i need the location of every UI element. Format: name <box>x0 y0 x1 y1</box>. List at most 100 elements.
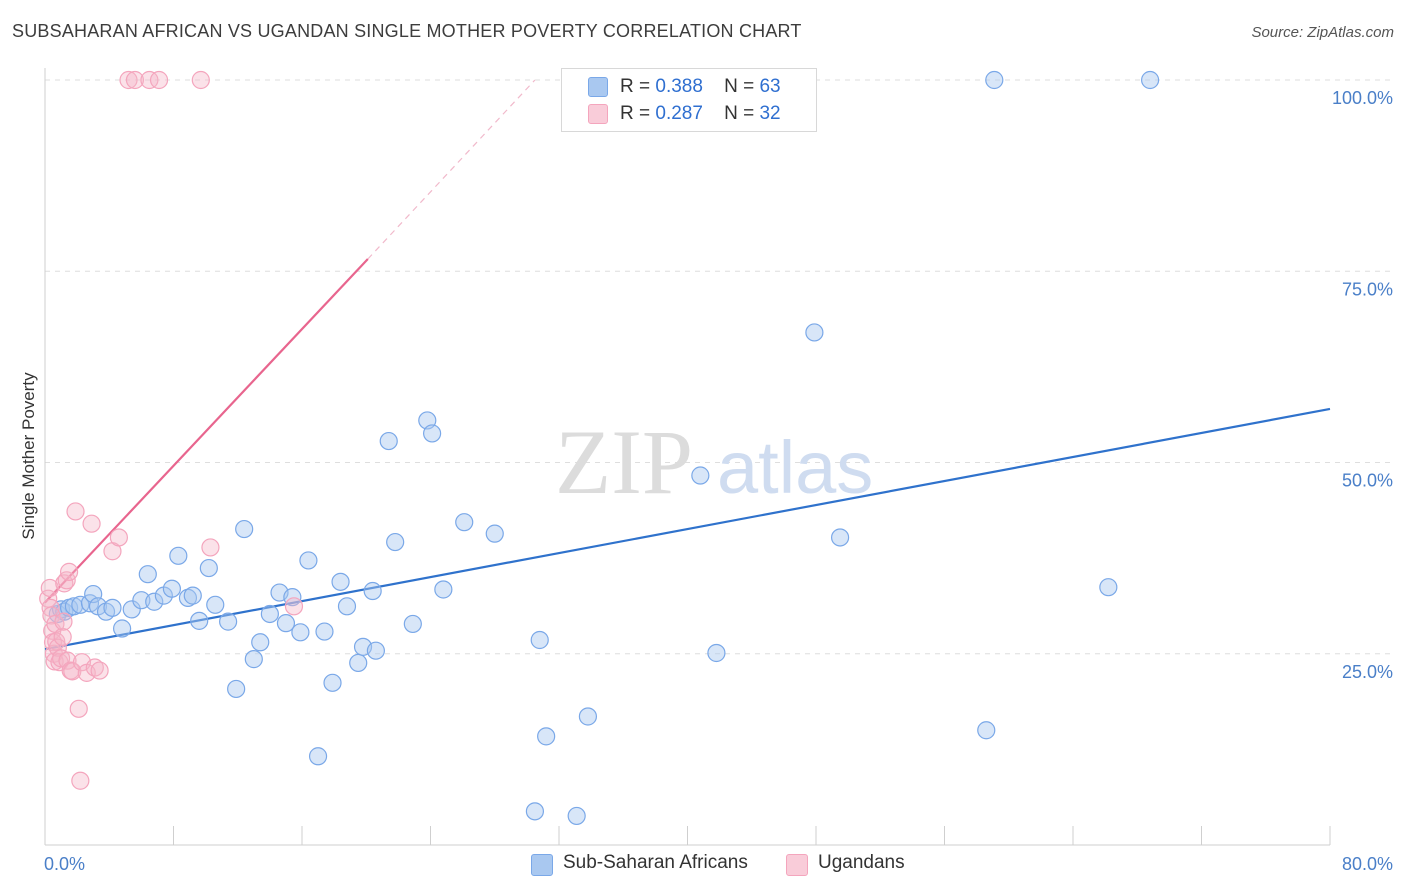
legend-r-value-pink: 0.287 <box>655 103 703 124</box>
point-sub-saharan-africans <box>169 546 188 565</box>
point-ugandans <box>55 574 74 593</box>
legend-r-label: R = <box>620 103 651 124</box>
point-sub-saharan-africans <box>299 551 318 570</box>
point-sub-saharan-africans <box>434 580 453 599</box>
chart-title: SUBSAHARAN AFRICAN VS UGANDAN SINGLE MOT… <box>12 21 802 41</box>
point-sub-saharan-africans <box>525 802 545 821</box>
point-sub-saharan-africans <box>276 614 296 633</box>
point-sub-saharan-africans <box>308 747 328 766</box>
source-label: Source: ZipAtlas.com <box>1251 24 1394 41</box>
legend-swatch-blue <box>588 77 608 97</box>
trendline-ugandans <box>44 258 369 604</box>
point-sub-saharan-africans <box>138 565 157 584</box>
point-sub-saharan-africans <box>190 611 209 630</box>
point-sub-saharan-africans <box>363 581 382 601</box>
axes <box>44 68 1331 846</box>
point-sub-saharan-africans <box>1099 578 1118 597</box>
point-sub-saharan-africans <box>691 466 710 485</box>
tick-labels: 25.0% 50.0% 75.0% 100.0% 0.0% 80.0% <box>44 88 1393 874</box>
point-sub-saharan-africans <box>260 604 279 624</box>
legend-n-label: N = <box>724 103 755 124</box>
point-sub-saharan-africans <box>537 727 556 746</box>
point-ugandans <box>54 612 73 631</box>
point-sub-saharan-africans <box>830 528 850 547</box>
point-ugandans <box>53 627 72 647</box>
point-ugandans <box>48 638 67 657</box>
point-ugandans <box>47 632 66 651</box>
bottom-legend-swatch-pink <box>786 854 808 876</box>
point-sub-saharan-africans <box>707 643 726 663</box>
y-tick-label: 50.0% <box>1342 471 1393 491</box>
watermark-atlas: atlas <box>717 426 873 509</box>
bottom-legend-swatch-blue <box>531 854 553 876</box>
y-tick-label: 100.0% <box>1332 88 1393 108</box>
x-tick-label-min: 0.0% <box>44 854 85 874</box>
point-sub-saharan-africans <box>323 673 342 692</box>
point-ugandans <box>119 70 138 90</box>
y-axis-label: Single Mother Poverty <box>19 372 38 540</box>
legend-r-value-blue: 0.388 <box>655 76 703 97</box>
point-ugandans <box>140 70 159 90</box>
point-ugandans <box>201 538 220 557</box>
point-ugandans <box>109 528 128 547</box>
point-sub-saharan-africans <box>235 519 254 539</box>
point-sub-saharan-africans <box>244 650 263 669</box>
point-sub-saharan-africans <box>122 600 141 619</box>
point-sub-saharan-africans <box>199 558 218 578</box>
point-sub-saharan-africans <box>331 572 350 591</box>
point-sub-saharan-africans <box>379 431 398 451</box>
point-sub-saharan-africans <box>337 597 357 616</box>
point-sub-saharan-africans <box>386 532 405 552</box>
point-sub-saharan-africans <box>103 598 122 617</box>
point-sub-saharan-africans <box>578 707 598 726</box>
point-sub-saharan-africans <box>985 70 1004 90</box>
point-ugandans <box>85 658 104 677</box>
legend: R = 0.388 N = 63 R = 0.287 N = 32 <box>561 68 817 132</box>
point-ugandans <box>58 651 77 670</box>
point-ugandans <box>63 662 82 681</box>
legend-n-value-blue: 63 <box>759 76 781 97</box>
point-sub-saharan-africans <box>145 592 164 611</box>
legend-n-value-pink: 32 <box>759 103 781 124</box>
y-tick-label: 25.0% <box>1342 662 1393 682</box>
data-points <box>39 70 1160 826</box>
y-tick-label: 75.0% <box>1342 279 1393 299</box>
bottom-legend-label-pink: Ugandans <box>818 852 905 873</box>
point-sub-saharan-africans <box>183 586 202 605</box>
point-ugandans <box>149 70 169 90</box>
trendline-extension <box>367 79 536 260</box>
point-sub-saharan-africans <box>455 513 474 532</box>
legend-swatch-pink <box>588 104 608 124</box>
point-ugandans <box>59 562 79 581</box>
point-sub-saharan-africans <box>162 579 181 598</box>
point-sub-saharan-africans <box>219 612 238 631</box>
x-tick-label-max: 80.0% <box>1342 854 1393 874</box>
point-sub-saharan-africans <box>485 524 504 543</box>
point-sub-saharan-africans <box>251 633 270 652</box>
point-sub-saharan-africans <box>977 721 996 740</box>
point-sub-saharan-africans <box>315 622 334 641</box>
watermark-zip: ZIP <box>555 411 693 513</box>
point-sub-saharan-africans <box>423 424 442 443</box>
point-sub-saharan-africans <box>1140 70 1160 90</box>
point-sub-saharan-africans <box>366 641 385 660</box>
point-ugandans <box>191 70 210 90</box>
point-sub-saharan-africans <box>349 653 368 673</box>
point-sub-saharan-africans <box>112 619 132 638</box>
point-sub-saharan-africans <box>805 323 824 342</box>
point-ugandans <box>82 514 101 533</box>
point-sub-saharan-africans <box>403 614 422 634</box>
point-sub-saharan-africans <box>206 595 225 614</box>
point-sub-saharan-africans <box>227 679 246 699</box>
point-ugandans <box>69 699 88 718</box>
legend-n-label: N = <box>724 76 755 97</box>
point-sub-saharan-africans <box>283 588 302 607</box>
bottom-legend-label-blue: Sub-Saharan Africans <box>563 852 748 873</box>
point-sub-saharan-africans <box>530 630 549 650</box>
point-sub-saharan-africans <box>178 588 198 608</box>
point-ugandans <box>90 661 109 680</box>
point-ugandans <box>66 502 85 521</box>
legend-r-label: R = <box>620 76 651 97</box>
point-sub-saharan-africans <box>291 623 310 642</box>
